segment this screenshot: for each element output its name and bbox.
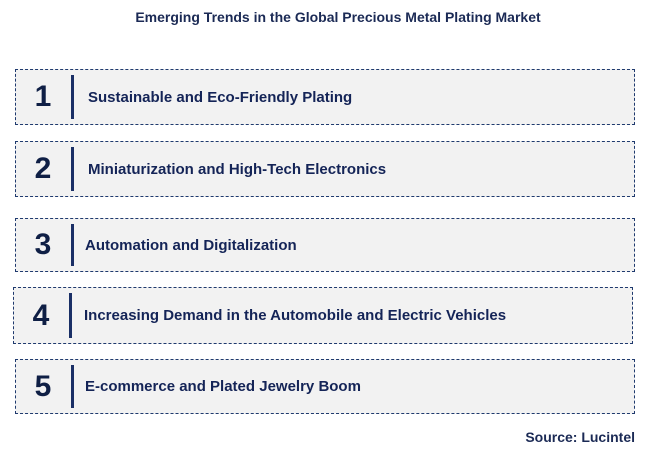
trend-label: Automation and Digitalization (85, 236, 297, 254)
divider-bar (71, 365, 74, 408)
trend-number: 4 (32, 298, 50, 332)
trend-number: 2 (34, 152, 52, 185)
trend-item-2: 2 Miniaturization and High-Tech Electron… (15, 141, 635, 197)
trend-item-5: 5 E-commerce and Plated Jewelry Boom (15, 359, 635, 414)
divider-bar (71, 75, 74, 119)
diagram-title: Emerging Trends in the Global Precious M… (135, 9, 541, 25)
trend-label: Increasing Demand in the Automobile and … (84, 307, 507, 324)
divider-bar (71, 224, 74, 266)
trend-number: 1 (34, 80, 52, 113)
divider-bar (71, 147, 74, 191)
trend-item-4: 4 Increasing Demand in the Automobile an… (13, 287, 633, 344)
trend-item-1: 1 Sustainable and Eco-Friendly Plating (15, 69, 635, 125)
trend-label: Miniaturization and High-Tech Electronic… (88, 160, 387, 178)
source-credit: Source: Lucintel (525, 429, 635, 445)
divider-bar (69, 293, 72, 338)
trend-number: 5 (34, 369, 52, 403)
trend-number: 3 (34, 228, 52, 261)
trend-item-3: 3 Automation and Digitalization (15, 218, 635, 272)
trend-label: Sustainable and Eco-Friendly Plating (88, 88, 353, 106)
trend-label: E-commerce and Plated Jewelry Boom (85, 378, 361, 395)
